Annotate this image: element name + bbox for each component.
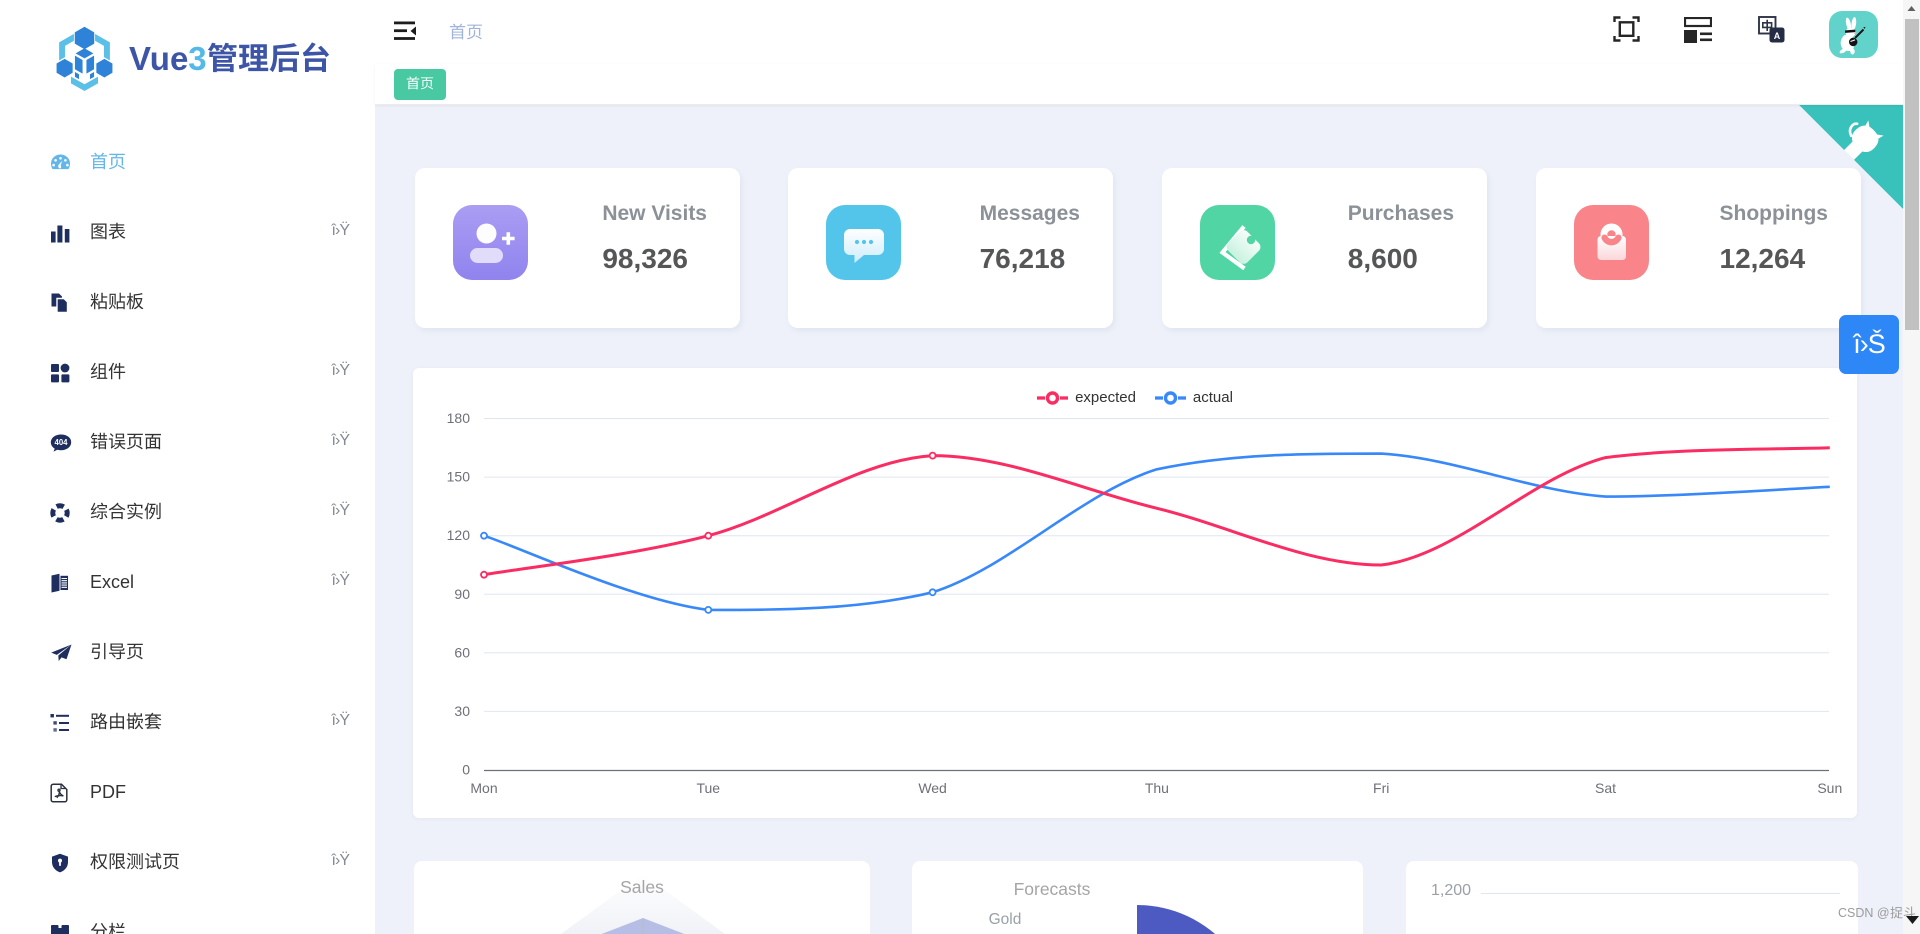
svg-text:A: A — [1774, 31, 1781, 41]
svg-text:404: 404 — [54, 438, 68, 447]
